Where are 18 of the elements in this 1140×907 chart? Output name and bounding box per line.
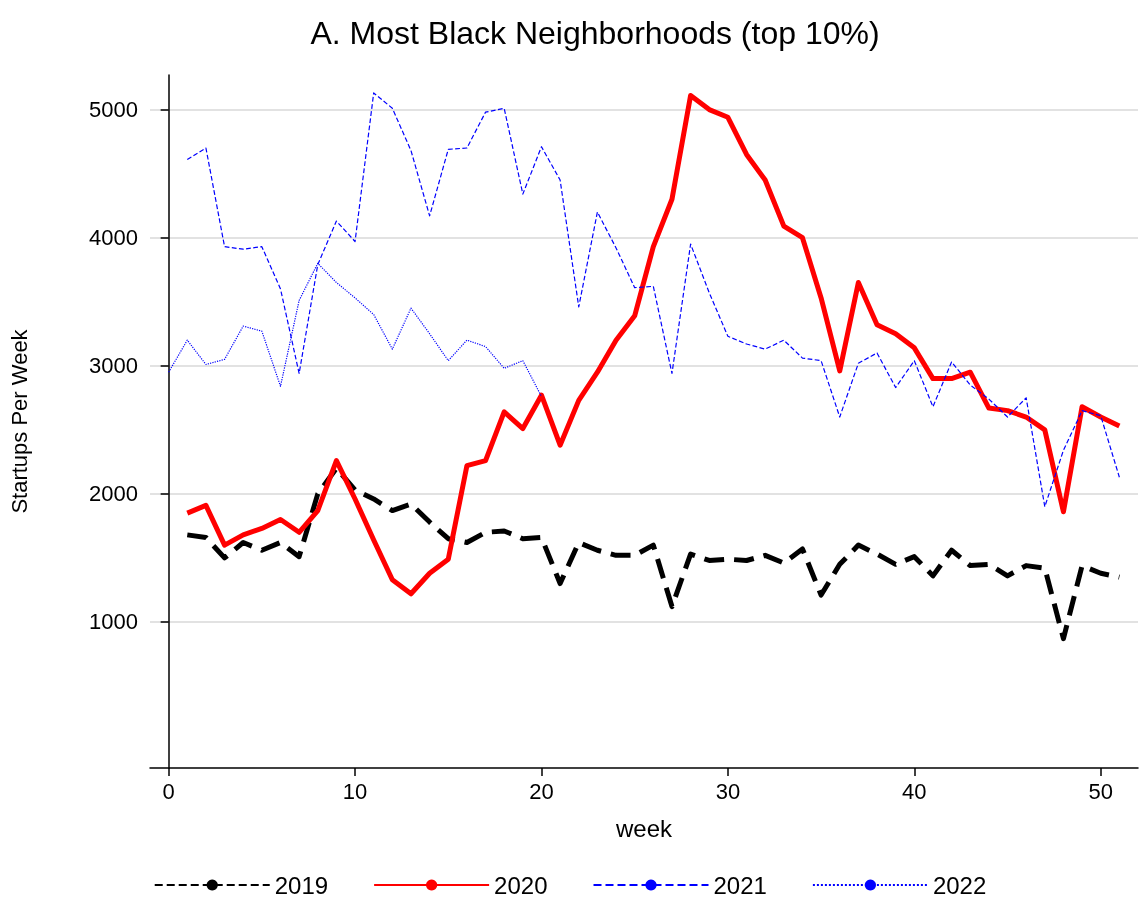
x-tick-label: 10 — [342, 778, 368, 804]
legend-label: 2019 — [274, 871, 329, 899]
x-tick-label: 40 — [902, 778, 927, 804]
x-tick-label: 0 — [162, 778, 175, 804]
x-tick-label: 20 — [529, 778, 554, 804]
y-axis-title: Startups Per Week — [6, 328, 32, 514]
x-tick-label: 30 — [715, 778, 741, 804]
legend-label: 2022 — [932, 871, 987, 899]
y-tick-label: 3000 — [89, 353, 138, 379]
x-tick-label: 50 — [1088, 778, 1113, 804]
y-tick-label: 2000 — [89, 481, 138, 507]
x-axis-title: week — [614, 814, 674, 842]
chart-title: A. Most Black Neighborhoods (top 10%) — [310, 15, 880, 51]
y-tick-label: 5000 — [89, 97, 138, 123]
y-tick-label: 1000 — [89, 609, 138, 635]
y-tick-label: 4000 — [89, 225, 138, 251]
legend-label: 2021 — [713, 871, 767, 899]
legend-label: 2020 — [494, 871, 548, 899]
